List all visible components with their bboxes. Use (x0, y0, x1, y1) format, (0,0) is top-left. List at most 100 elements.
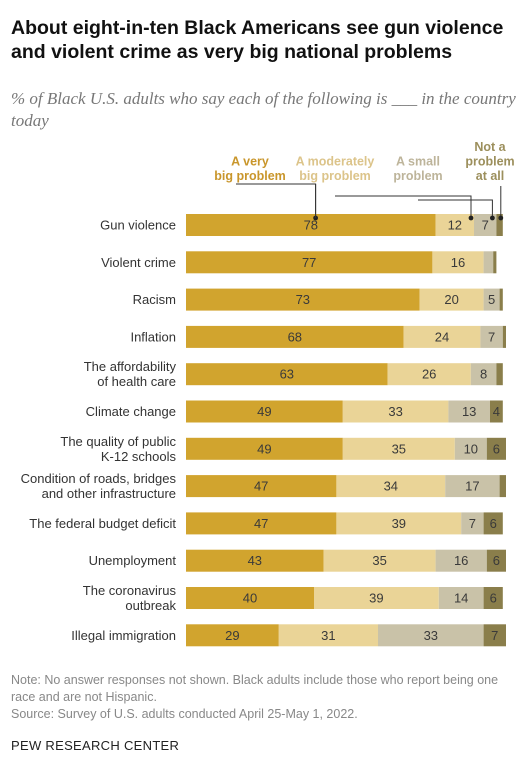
data-label: 78 (304, 218, 318, 233)
bar-segment-small (483, 251, 494, 274)
bar-segment-moderately-big (342, 400, 449, 423)
legend-leader-dot (498, 215, 504, 221)
data-label: 7 (491, 628, 498, 643)
data-label: 40 (243, 591, 257, 606)
legend-label: problem (465, 155, 514, 169)
category-label: Condition of roads, bridges (21, 471, 177, 486)
data-label: 43 (248, 553, 262, 568)
legend-leader-line (335, 195, 472, 218)
bar-segment-small (435, 549, 487, 572)
bar-segment-not-a-problem (490, 400, 503, 423)
category-label: Unemployment (89, 553, 177, 568)
data-label: 63 (280, 367, 294, 382)
category-label: Racism (133, 292, 176, 307)
data-label: 5 (488, 292, 495, 307)
data-label: 16 (454, 553, 468, 568)
category-label: The affordability (84, 359, 177, 374)
data-label: 68 (288, 329, 302, 344)
data-label: 14 (454, 591, 468, 606)
category-label: Climate change (86, 404, 176, 419)
bar-segment-small (483, 288, 500, 311)
legend-label: A moderately (296, 155, 375, 169)
legend-label: problem (393, 169, 442, 183)
data-label: 73 (296, 292, 310, 307)
bar-segment-small (378, 624, 484, 647)
data-label: 8 (480, 367, 487, 382)
category-label: Gun violence (100, 218, 176, 233)
data-label: 20 (444, 292, 458, 307)
legend-label: A very (231, 155, 269, 169)
bar-segment-moderately-big (323, 549, 436, 572)
bar-segment-very-big (186, 437, 343, 460)
data-label: 6 (490, 591, 497, 606)
bar-segment-moderately-big (342, 437, 455, 460)
data-label: 26 (422, 367, 436, 382)
bar-segment-moderately-big (336, 475, 446, 498)
legend-label: Not a (474, 140, 506, 154)
bar-segment-moderately-big (419, 288, 484, 311)
category-label: The quality of public (60, 434, 176, 449)
bar-segment-small (454, 437, 487, 460)
bar-segment-small (448, 400, 490, 423)
bar-segment-moderately-big (336, 512, 462, 535)
category-label: The coronavirus (83, 583, 177, 598)
bar-segment-not-a-problem (493, 251, 497, 274)
legend-label: at all (476, 169, 505, 183)
bar-segment-very-big (186, 214, 436, 236)
legend-leader-line (236, 183, 317, 218)
data-label: 17 (465, 479, 479, 494)
data-label: 77 (302, 255, 316, 270)
bar-segment-very-big (186, 624, 279, 647)
chart-subtitle: % of Black U.S. adults who say each of t… (11, 89, 516, 130)
bar-segment-not-a-problem (496, 363, 503, 386)
bar-segment-very-big (186, 512, 337, 535)
legend-label: big problem (214, 169, 286, 183)
data-label: 4 (493, 404, 500, 419)
data-label: 35 (372, 553, 386, 568)
bar-segment-small (438, 587, 484, 609)
chart-title: About eight-in-ten Black Americans see g… (11, 17, 504, 63)
data-label: 47 (254, 516, 268, 531)
bar-segment-not-a-problem (483, 587, 503, 609)
legend-label: big problem (299, 169, 371, 183)
data-label: 29 (225, 628, 239, 643)
bar-segment-very-big (186, 475, 337, 498)
bar-segment-not-a-problem (486, 437, 506, 460)
bar-segment-very-big (186, 549, 324, 572)
bar-segment-moderately-big (403, 325, 481, 348)
bar-segment-very-big (186, 400, 343, 423)
category-label: Illegal immigration (71, 628, 176, 643)
bar-segment-not-a-problem (486, 549, 506, 572)
data-label: 6 (490, 516, 497, 531)
legend-leader-dot (468, 215, 474, 221)
category-label: and other infrastructure (42, 486, 176, 501)
category-label: The federal budget deficit (29, 516, 176, 531)
bar-segment-moderately-big (435, 214, 474, 236)
bar-segment-very-big (186, 325, 404, 348)
bar-segment-small (461, 512, 484, 535)
data-label: 13 (462, 404, 476, 419)
data-label: 39 (369, 591, 383, 606)
bar-segment-not-a-problem (483, 512, 503, 535)
bar-segment-not-a-problem (496, 214, 503, 236)
data-label: 49 (257, 404, 271, 419)
bar-segment-small (445, 475, 500, 498)
legend-leader-line (418, 199, 493, 218)
data-label: 6 (493, 553, 500, 568)
data-label: 7 (488, 329, 495, 344)
data-label: 31 (321, 628, 335, 643)
legend-leader-dot (490, 215, 495, 221)
bar-segment-not-a-problem (499, 475, 506, 498)
data-label: 39 (392, 516, 406, 531)
data-label: 7 (469, 516, 476, 531)
bar-segment-not-a-problem (499, 288, 503, 311)
chart-notes: Note: No answer responses not shown. Bla… (11, 672, 516, 723)
data-label: 7 (482, 218, 489, 233)
bar-segment-very-big (186, 288, 420, 311)
note-text: Note: No answer responses not shown. Bla… (11, 673, 499, 704)
bar-segment-small (480, 325, 503, 348)
data-label: 47 (254, 479, 268, 494)
data-label: 34 (384, 479, 398, 494)
legend-label: A small (396, 155, 440, 169)
